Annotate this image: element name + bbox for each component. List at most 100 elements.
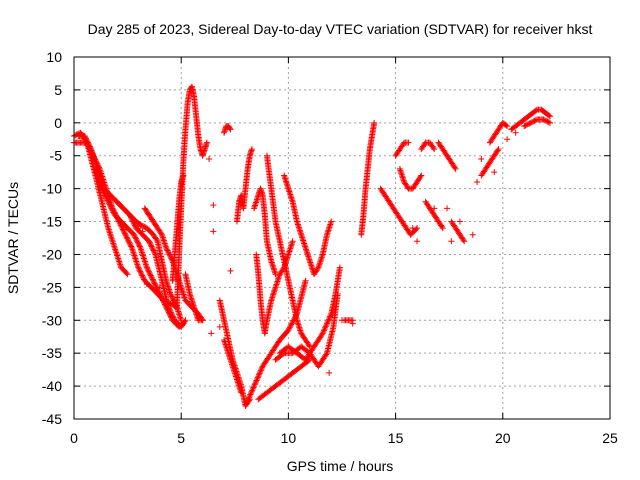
data-point bbox=[161, 301, 168, 308]
data-point bbox=[252, 378, 259, 385]
series-t12 bbox=[221, 337, 245, 396]
data-point bbox=[146, 238, 153, 245]
data-point bbox=[257, 367, 264, 374]
data-point bbox=[248, 390, 255, 397]
data-point bbox=[145, 267, 152, 274]
data-point bbox=[119, 225, 126, 232]
data-point bbox=[323, 320, 330, 327]
data-point bbox=[216, 323, 223, 330]
data-point bbox=[452, 165, 459, 172]
data-point bbox=[254, 374, 261, 381]
data-point bbox=[131, 222, 138, 229]
data-point bbox=[140, 275, 147, 282]
data-point bbox=[286, 325, 293, 332]
data-point bbox=[138, 271, 145, 278]
data-point bbox=[243, 400, 250, 407]
data-point bbox=[414, 238, 421, 245]
data-point bbox=[305, 342, 312, 349]
data-point bbox=[495, 146, 502, 153]
series-t23 bbox=[358, 119, 378, 238]
data-point bbox=[491, 169, 498, 176]
data-point bbox=[251, 383, 258, 390]
data-point bbox=[255, 371, 262, 378]
data-point bbox=[107, 204, 114, 211]
y-tick-label: 10 bbox=[46, 49, 62, 65]
data-point bbox=[157, 292, 164, 299]
y-tick-label: 5 bbox=[54, 82, 62, 98]
data-point bbox=[143, 281, 150, 288]
data-point bbox=[158, 293, 165, 300]
series-t34 bbox=[521, 116, 553, 130]
data-point bbox=[153, 236, 160, 243]
data-point bbox=[127, 242, 134, 249]
data-point bbox=[84, 138, 91, 145]
data-point bbox=[102, 193, 109, 200]
data-point bbox=[210, 202, 217, 209]
data-point bbox=[543, 117, 550, 124]
data-point bbox=[324, 319, 331, 326]
data-point bbox=[474, 179, 481, 186]
data-point bbox=[226, 125, 233, 132]
data-point bbox=[136, 242, 143, 249]
data-point bbox=[503, 122, 510, 129]
data-point bbox=[258, 366, 265, 373]
data-point bbox=[168, 292, 175, 299]
data-point bbox=[125, 236, 132, 243]
data-point bbox=[139, 228, 146, 235]
plot-frame bbox=[73, 56, 611, 420]
data-points bbox=[71, 83, 553, 409]
data-point bbox=[431, 205, 438, 212]
data-point bbox=[136, 243, 143, 250]
data-point bbox=[526, 120, 533, 127]
data-point bbox=[325, 317, 332, 324]
data-point bbox=[82, 134, 89, 141]
data-point bbox=[247, 391, 254, 398]
data-point bbox=[326, 314, 333, 321]
data-point bbox=[110, 209, 117, 216]
series-t25 bbox=[392, 139, 412, 159]
data-point bbox=[147, 240, 154, 247]
data-point bbox=[137, 268, 144, 275]
data-point bbox=[147, 271, 154, 278]
data-point bbox=[86, 143, 93, 150]
data-point bbox=[139, 273, 146, 280]
data-point bbox=[146, 269, 153, 276]
data-point bbox=[203, 139, 210, 146]
x-tick-label: 5 bbox=[177, 430, 185, 446]
series-t9 bbox=[182, 271, 206, 324]
data-point bbox=[141, 223, 148, 230]
data-point bbox=[119, 226, 126, 233]
data-point bbox=[525, 121, 532, 128]
data-point bbox=[285, 327, 292, 334]
data-point bbox=[451, 164, 458, 171]
series-t15 bbox=[251, 185, 279, 278]
data-point bbox=[448, 238, 455, 245]
series-t14 bbox=[242, 277, 309, 409]
data-point bbox=[257, 368, 264, 375]
data-point bbox=[122, 231, 129, 238]
data-point bbox=[244, 398, 251, 405]
data-point bbox=[134, 238, 141, 245]
series-t24 bbox=[377, 185, 421, 238]
data-point bbox=[409, 225, 416, 232]
data-point bbox=[128, 243, 135, 250]
data-point bbox=[227, 126, 234, 133]
series-t18 bbox=[263, 152, 313, 350]
y-tick-label: -5 bbox=[50, 148, 63, 164]
data-point bbox=[545, 119, 552, 126]
data-point bbox=[168, 314, 175, 321]
data-point bbox=[288, 321, 295, 328]
data-point bbox=[288, 320, 295, 327]
data-point bbox=[179, 321, 186, 328]
data-point bbox=[145, 268, 152, 275]
data-point bbox=[180, 172, 187, 179]
data-point bbox=[124, 271, 131, 278]
series-t13 bbox=[233, 146, 255, 225]
data-point bbox=[319, 330, 326, 337]
data-point bbox=[140, 223, 147, 230]
series-t4 bbox=[92, 165, 187, 330]
data-point bbox=[254, 376, 261, 383]
data-point bbox=[158, 230, 165, 237]
x-axis-label: GPS time / hours bbox=[287, 458, 394, 474]
data-point bbox=[123, 233, 130, 240]
